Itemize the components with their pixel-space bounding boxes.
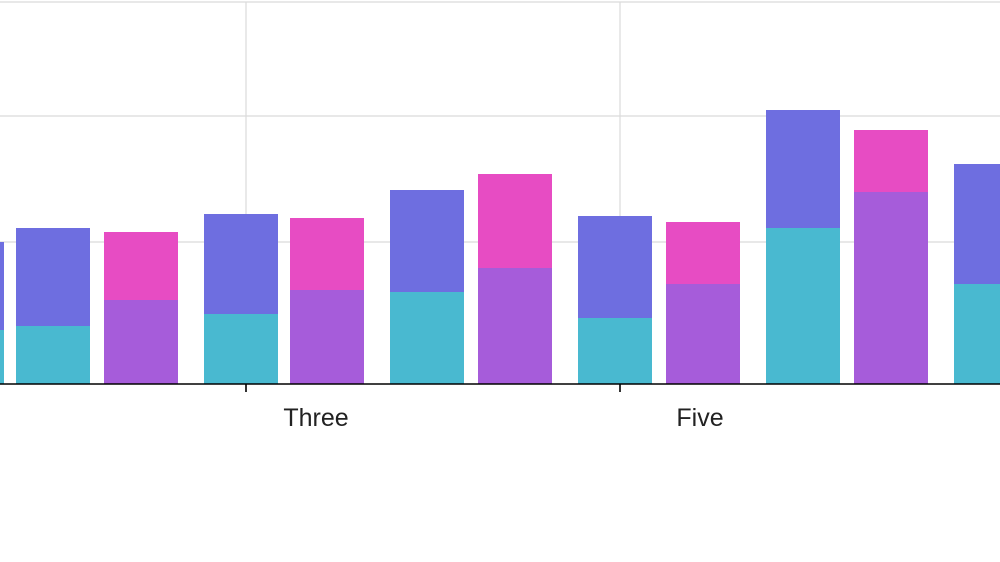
bar-segment bbox=[204, 214, 278, 314]
bar-segment bbox=[16, 228, 90, 326]
bar-segment bbox=[204, 314, 278, 384]
bar-segment bbox=[390, 190, 464, 292]
x-axis-label: Five bbox=[676, 404, 723, 432]
stacked-bar-chart: Three Five bbox=[0, 0, 1000, 562]
bar-segment bbox=[290, 290, 364, 384]
chart-svg: Three Five bbox=[0, 0, 1000, 562]
x-axis-label: Three bbox=[283, 404, 348, 432]
bar-segment bbox=[290, 218, 364, 290]
bar-segment bbox=[954, 164, 1000, 284]
bar-segment bbox=[0, 330, 4, 384]
bar-segment bbox=[578, 318, 652, 384]
bar-segment bbox=[666, 284, 740, 384]
bar-segment bbox=[104, 232, 178, 300]
bar-segment bbox=[0, 242, 4, 330]
bar-segment bbox=[578, 216, 652, 318]
bar-segment bbox=[766, 110, 840, 228]
bar-segment bbox=[954, 284, 1000, 384]
bar-segment bbox=[478, 174, 552, 268]
bar-segment bbox=[854, 130, 928, 192]
bar-segment bbox=[390, 292, 464, 384]
bar-segment bbox=[854, 192, 928, 384]
bar-segment bbox=[666, 222, 740, 284]
bar-segment bbox=[16, 326, 90, 384]
bar-segment bbox=[478, 268, 552, 384]
bar-segment bbox=[104, 300, 178, 384]
bar-segment bbox=[766, 228, 840, 384]
